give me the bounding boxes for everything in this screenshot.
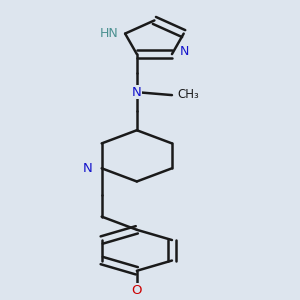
Text: N: N [132,86,141,99]
Text: O: O [132,284,142,297]
Text: HN: HN [100,26,118,40]
Text: CH₃: CH₃ [177,88,199,101]
Text: N: N [180,45,189,58]
Text: N: N [83,162,92,175]
